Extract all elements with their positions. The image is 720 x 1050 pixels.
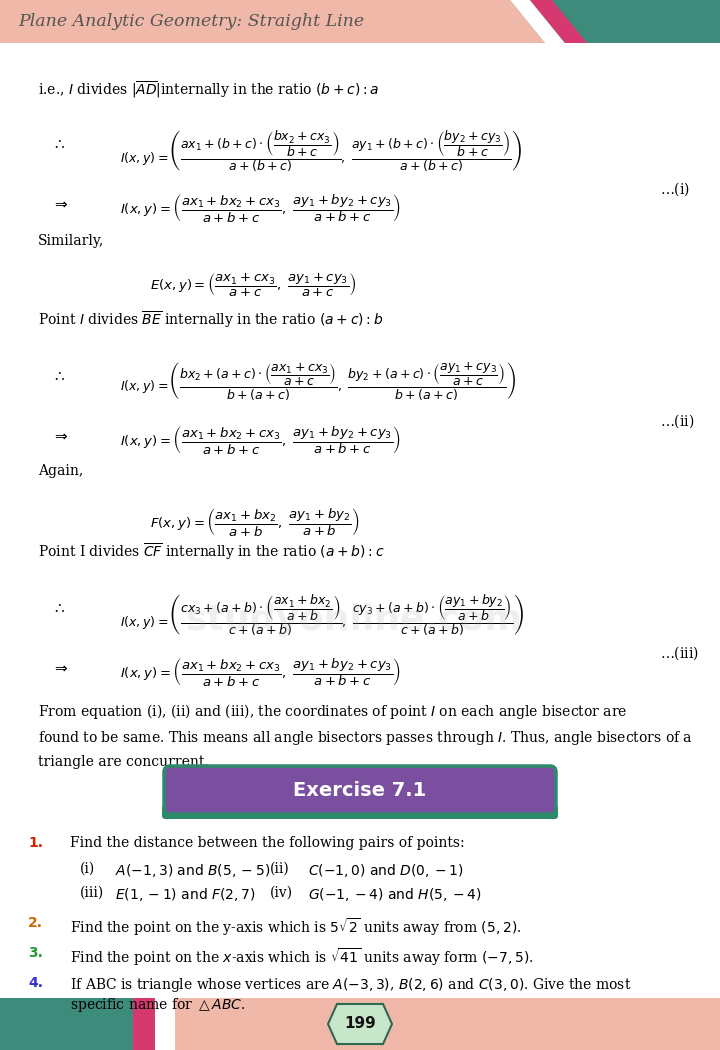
Text: $\Rightarrow$: $\Rightarrow$ [52, 428, 69, 443]
Polygon shape [155, 998, 175, 1050]
Text: i.e., $I$ divides $|\overline{AD}|$internally in the ratio $(b + c): a$: i.e., $I$ divides $|\overline{AD}|$inter… [38, 80, 379, 101]
Text: Point $I$ divides $\overline{BE}$ internally in the ratio $(a + c): b$: Point $I$ divides $\overline{BE}$ intern… [38, 310, 384, 331]
FancyBboxPatch shape [162, 805, 558, 819]
Text: (iii): (iii) [80, 886, 104, 900]
Text: Find the point on the y-axis which is $5\sqrt{2}$ units away from $(5, 2)$.: Find the point on the y-axis which is $5… [70, 916, 521, 938]
Text: $\Rightarrow$: $\Rightarrow$ [52, 660, 69, 675]
Text: From equation (i), (ii) and (iii), the coordinates of point $I$ on each angle bi: From equation (i), (ii) and (iii), the c… [38, 702, 693, 769]
Polygon shape [175, 998, 720, 1050]
Polygon shape [510, 0, 565, 43]
Text: 2.: 2. [28, 916, 43, 930]
Text: 3.: 3. [28, 946, 43, 960]
Text: $\therefore$: $\therefore$ [52, 600, 66, 615]
Polygon shape [0, 0, 545, 43]
Text: $I(x,y) = \left(\dfrac{ax_1+bx_2+cx_3}{a+b+c},\ \dfrac{ay_1+by_2+cy_3}{a+b+c}\ri: $I(x,y) = \left(\dfrac{ax_1+bx_2+cx_3}{a… [120, 424, 401, 456]
Text: $E(x,y) = \left(\dfrac{ax_1 + cx_3}{a + c},\ \dfrac{ay_1 + cy_3}{a + c}\right)$: $E(x,y) = \left(\dfrac{ax_1 + cx_3}{a + … [150, 272, 356, 299]
Polygon shape [0, 998, 720, 1050]
Text: $\ldots$(ii): $\ldots$(ii) [660, 412, 694, 429]
Text: $I(x,y) = \left(\dfrac{ax_1+bx_2+cx_3}{a+b+c},\ \dfrac{ay_1+by_2+cy_3}{a+b+c}\ri: $I(x,y) = \left(\dfrac{ax_1+bx_2+cx_3}{a… [120, 192, 401, 224]
Polygon shape [0, 0, 720, 43]
Text: $C(-1,0)$ and $D(0,-1)$: $C(-1,0)$ and $D(0,-1)$ [308, 862, 464, 879]
Text: $G(-1,-4)$ and $H(5,-4)$: $G(-1,-4)$ and $H(5,-4)$ [308, 886, 482, 903]
Text: $\ldots$(i): $\ldots$(i) [660, 180, 690, 197]
Polygon shape [328, 1004, 392, 1044]
Text: Find the distance between the following pairs of points:: Find the distance between the following … [70, 836, 464, 851]
Text: Point I divides $\overline{CF}$ internally in the ratio $(a + b): c$: Point I divides $\overline{CF}$ internal… [38, 542, 384, 563]
Text: $I(x,y) = \left(\dfrac{ax_1+(b+c)\cdot\left(\dfrac{bx_2+cx_3}{b+c}\right)}{a+(b+: $I(x,y) = \left(\dfrac{ax_1+(b+c)\cdot\l… [120, 128, 522, 174]
Text: Again,: Again, [38, 464, 84, 478]
Text: $\ldots$(iii): $\ldots$(iii) [660, 644, 699, 662]
Text: 1.: 1. [28, 836, 43, 851]
Text: Find the point on the $x$-axis which is $\sqrt{41}$ units away form $(-7, 5)$.: Find the point on the $x$-axis which is … [70, 946, 534, 968]
Text: Plane Analytic Geometry: Straight Line: Plane Analytic Geometry: Straight Line [18, 14, 364, 30]
Text: studyonline.com: studyonline.com [185, 603, 522, 637]
Polygon shape [530, 0, 587, 43]
Text: (i): (i) [80, 862, 95, 876]
Text: $A(-1,3)$ and $B(5,-5)$: $A(-1,3)$ and $B(5,-5)$ [115, 862, 270, 879]
Text: (iv): (iv) [270, 886, 293, 900]
FancyBboxPatch shape [5, 51, 715, 996]
Text: $I(x,y) = \left(\dfrac{cx_3+(a+b)\cdot\left(\dfrac{ax_1+bx_2}{a+b}\right)}{c+(a+: $I(x,y) = \left(\dfrac{cx_3+(a+b)\cdot\l… [120, 592, 524, 637]
FancyBboxPatch shape [164, 766, 556, 814]
Text: 199: 199 [344, 1016, 376, 1031]
Text: (ii): (ii) [270, 862, 289, 876]
Text: If ABC is triangle whose vertices are $A(-3, 3)$, $B(2, 6)$ and $C(3, 0)$. Give : If ABC is triangle whose vertices are $A… [70, 976, 631, 994]
Text: $\therefore$: $\therefore$ [52, 368, 66, 383]
Text: $I(x,y) = \left(\dfrac{ax_1+bx_2+cx_3}{a+b+c},\ \dfrac{ay_1+by_2+cy_3}{a+b+c}\ri: $I(x,y) = \left(\dfrac{ax_1+bx_2+cx_3}{a… [120, 656, 401, 688]
Text: $\Rightarrow$: $\Rightarrow$ [52, 196, 69, 211]
Text: $I(x,y) = \left(\dfrac{bx_2+(a+c)\cdot\left(\dfrac{ax_1+cx_3}{a+c}\right)}{b+(a+: $I(x,y) = \left(\dfrac{bx_2+(a+c)\cdot\l… [120, 360, 516, 402]
Polygon shape [133, 998, 155, 1050]
Text: Similarly,: Similarly, [38, 234, 104, 248]
Text: 4.: 4. [28, 976, 43, 990]
Text: $\therefore$: $\therefore$ [52, 136, 66, 151]
Text: Exercise 7.1: Exercise 7.1 [293, 780, 427, 799]
Text: $E(1,-1)$ and $F(2,7)$: $E(1,-1)$ and $F(2,7)$ [115, 886, 256, 903]
Text: specific name for $\triangle ABC$.: specific name for $\triangle ABC$. [70, 996, 246, 1014]
Text: $F(x,y) = \left(\dfrac{ax_1 + bx_2}{a + b},\ \dfrac{ay_1 + by_2}{a + b}\right)$: $F(x,y) = \left(\dfrac{ax_1 + bx_2}{a + … [150, 506, 359, 538]
